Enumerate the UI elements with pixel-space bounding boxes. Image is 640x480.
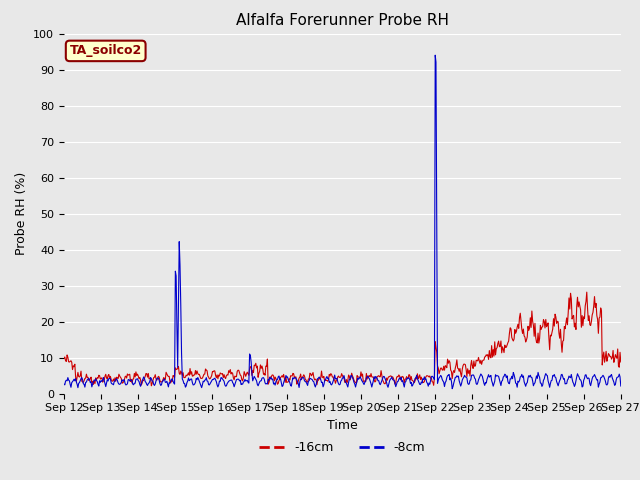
-8cm: [444, 373, 451, 379]
Line: -16cm: -16cm: [64, 292, 621, 386]
-16cm: [566, 290, 574, 296]
-8cm: [388, 374, 396, 380]
-16cm: [335, 373, 342, 379]
-16cm: [617, 359, 625, 365]
Text: TA_soilco2: TA_soilco2: [70, 44, 142, 58]
-8cm: [449, 386, 456, 392]
X-axis label: Time: Time: [327, 419, 358, 432]
-16cm: [583, 289, 591, 295]
-8cm: [60, 381, 68, 387]
-16cm: [60, 355, 68, 361]
Legend: -16cm, -8cm: -16cm, -8cm: [254, 436, 430, 459]
-16cm: [148, 383, 156, 389]
-16cm: [444, 356, 451, 362]
-8cm: [568, 372, 575, 377]
Title: Alfalfa Forerunner Probe RH: Alfalfa Forerunner Probe RH: [236, 13, 449, 28]
-8cm: [182, 383, 190, 389]
Y-axis label: Probe RH (%): Probe RH (%): [15, 172, 28, 255]
-16cm: [207, 374, 215, 380]
Line: -8cm: -8cm: [64, 55, 621, 389]
-8cm: [206, 381, 214, 386]
-8cm: [617, 383, 625, 389]
-8cm: [334, 379, 342, 384]
-16cm: [389, 374, 397, 380]
-8cm: [431, 52, 439, 58]
-16cm: [183, 373, 191, 379]
